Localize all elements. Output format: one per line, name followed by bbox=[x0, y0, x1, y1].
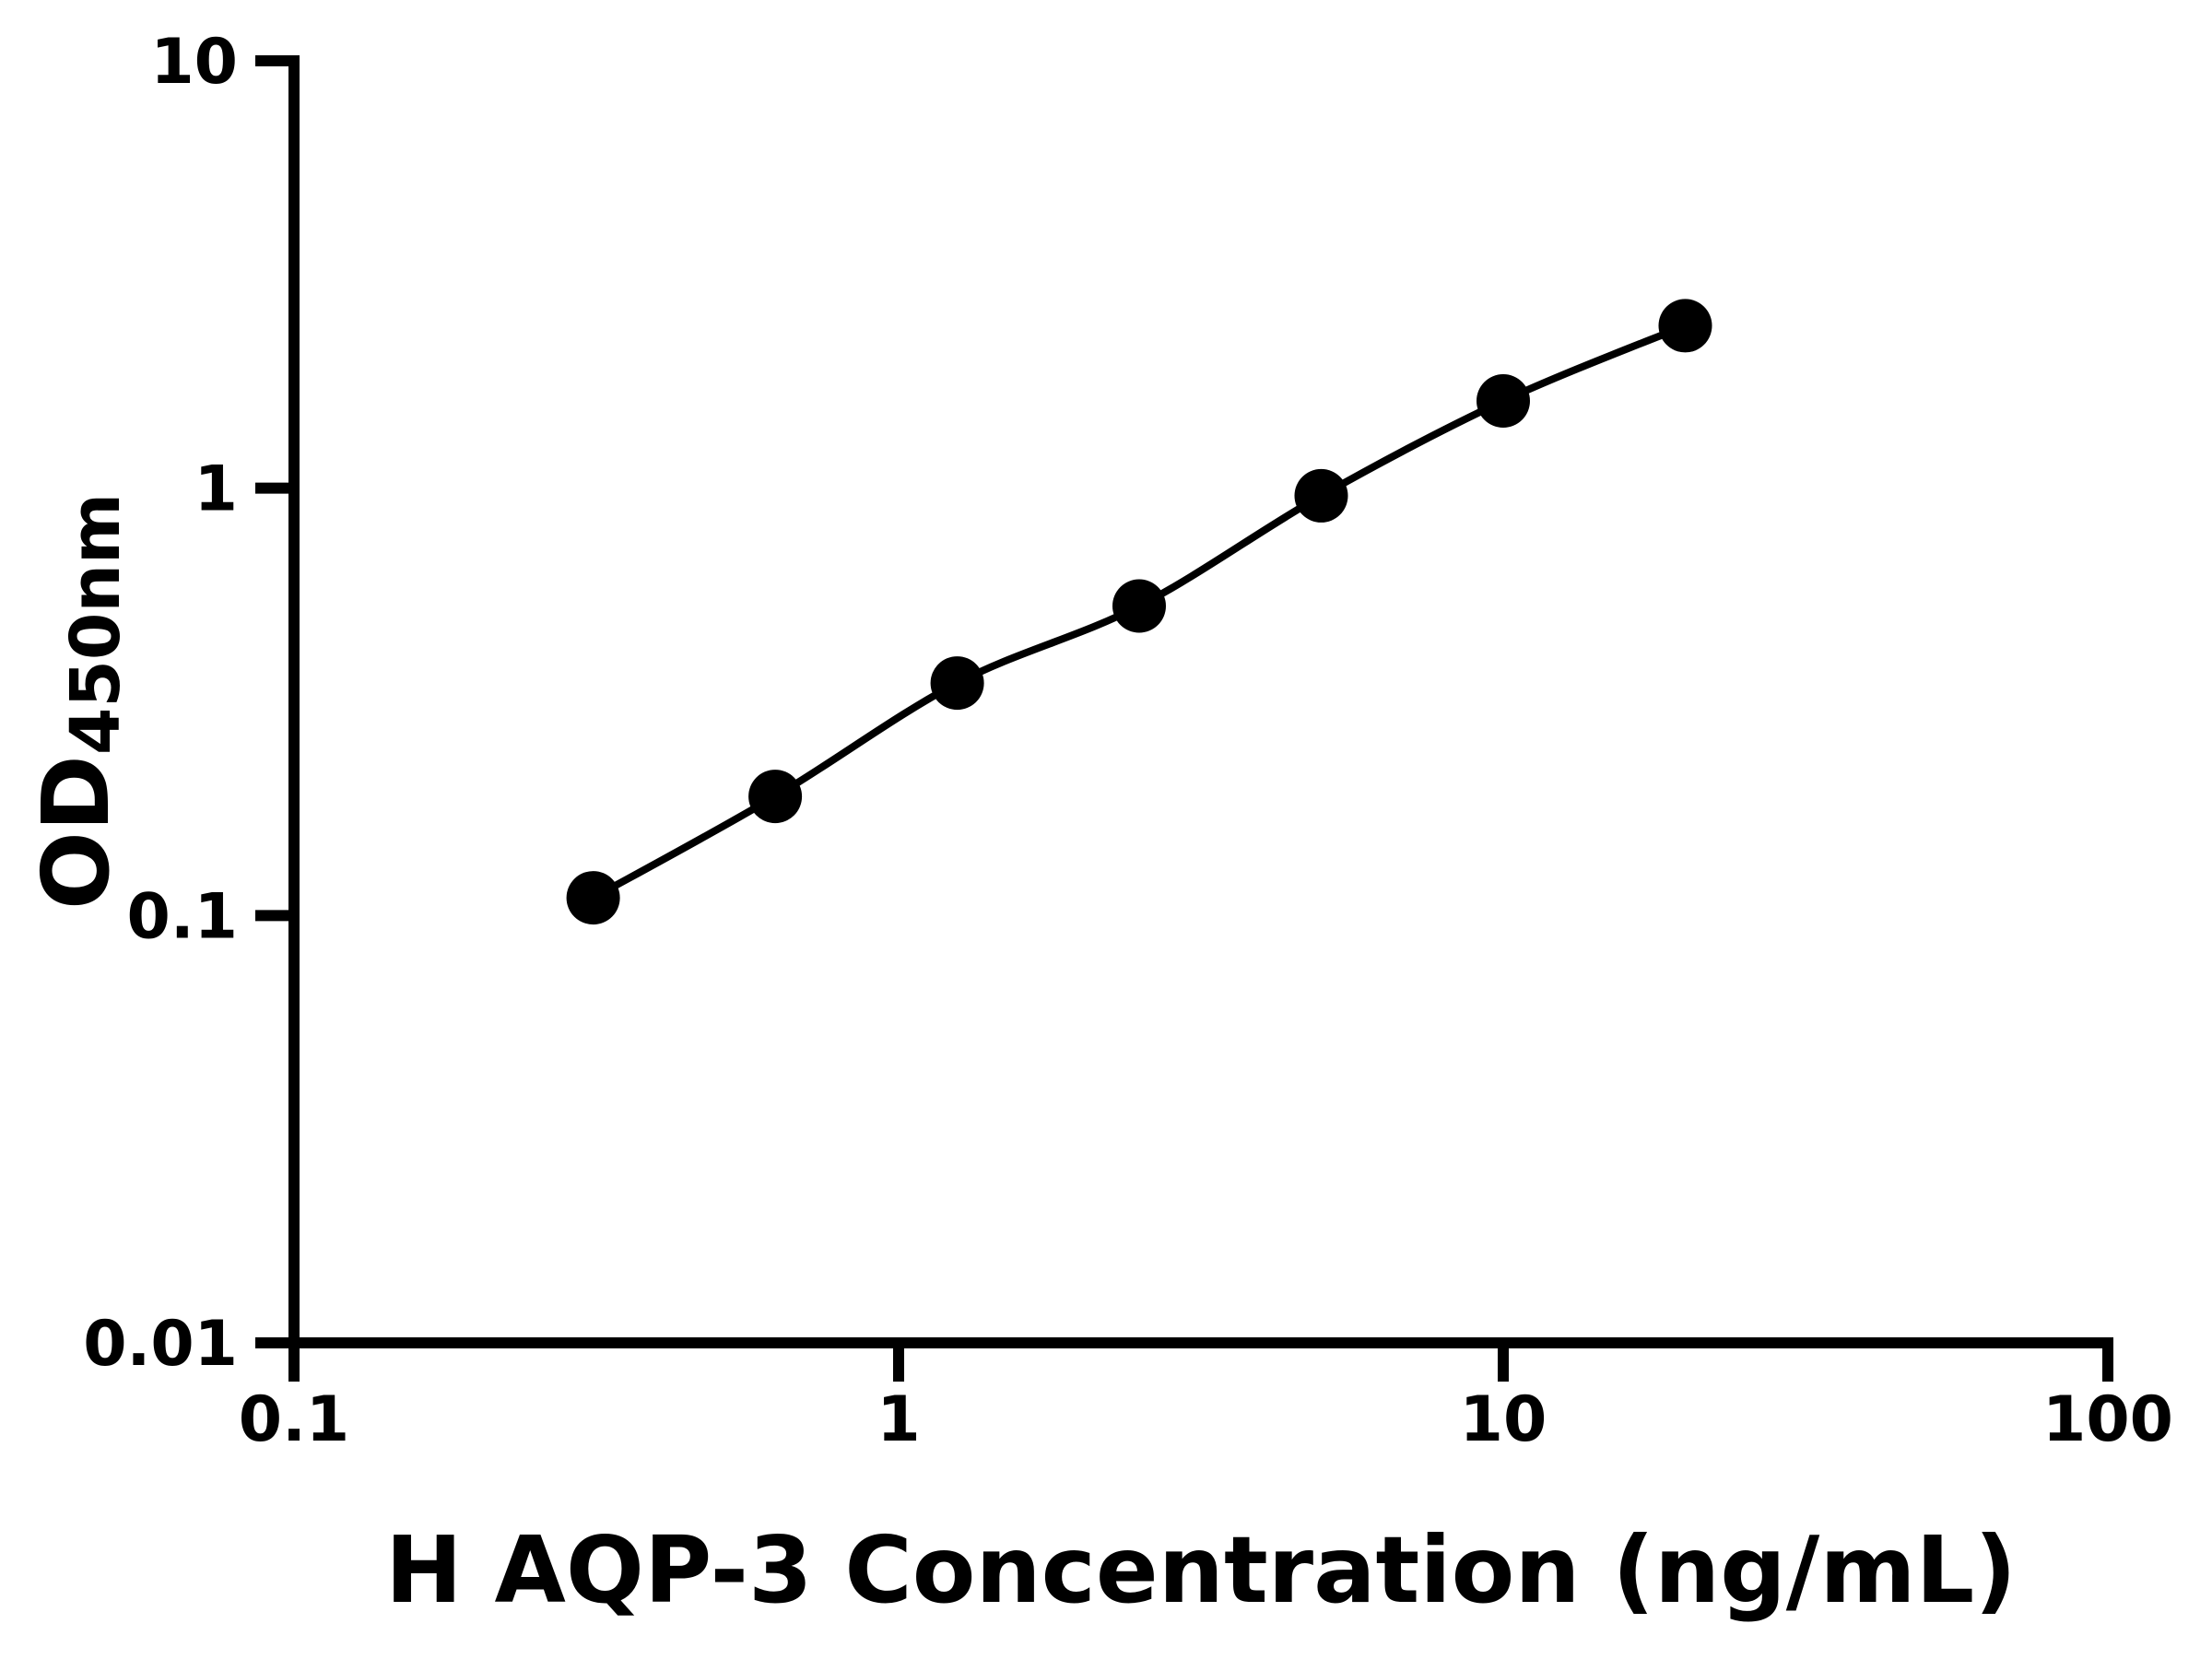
x-tick-label: 0.1 bbox=[239, 1383, 349, 1456]
x-tick-label: 1 bbox=[877, 1383, 920, 1456]
y-tick-label: 0.1 bbox=[127, 880, 238, 953]
axes bbox=[288, 55, 2113, 1348]
y-axis-title-main: OD bbox=[22, 755, 130, 910]
y-tick-label: 1 bbox=[194, 453, 238, 526]
x-axis-title: H AQP-3 Concentration (ng/mL) bbox=[385, 1516, 2017, 1624]
x-axis-ticks bbox=[288, 1343, 2113, 1382]
x-tick-label: 10 bbox=[1460, 1383, 1547, 1456]
y-tick-label: 10 bbox=[150, 26, 238, 99]
data-point bbox=[1112, 579, 1166, 633]
y-tick-label: 0.01 bbox=[83, 1308, 238, 1381]
x-tick-label: 100 bbox=[2042, 1383, 2173, 1456]
data-series bbox=[566, 299, 1712, 925]
x-axis-tick-labels: 0.1 1 10 100 bbox=[239, 1383, 2173, 1456]
y-axis-title-subscript: 450nm bbox=[56, 493, 135, 755]
data-point bbox=[1477, 374, 1530, 428]
data-point bbox=[1658, 299, 1712, 353]
data-point bbox=[1294, 468, 1348, 523]
y-axis-title: OD450nm bbox=[22, 493, 135, 910]
y-axis-tick-labels: 0.01 0.1 1 10 bbox=[83, 26, 238, 1381]
y-axis-ticks bbox=[255, 55, 294, 1348]
data-point bbox=[566, 871, 620, 925]
data-point bbox=[930, 656, 984, 711]
data-point bbox=[748, 770, 803, 824]
